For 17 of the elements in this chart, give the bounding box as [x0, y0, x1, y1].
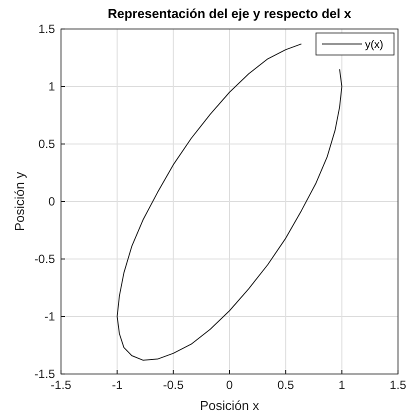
x-tick-label: 0.5: [277, 378, 294, 392]
x-tick-label: 1: [338, 378, 346, 392]
y-tick-label: 1.5: [38, 22, 56, 36]
x-tick-label: -1: [112, 378, 123, 392]
y-tick-label: 0.5: [38, 137, 56, 151]
y-tick-label: -1: [44, 310, 56, 324]
x-tick-label: 1.5: [390, 378, 407, 392]
y-tick-label: -1.5: [34, 367, 56, 381]
y-axis-title: Posición y: [12, 171, 27, 232]
x-tick-label: -0.5: [162, 378, 184, 392]
x-axis-title: Posición x: [200, 398, 260, 413]
y-tick-label: -0.5: [34, 252, 56, 266]
legend-label: y(x): [365, 39, 384, 51]
x-tick-label: 0: [226, 378, 234, 392]
chart-title: Representación del eje y respecto del x: [108, 6, 352, 21]
y-tick-label: 1: [48, 80, 56, 94]
y-tick-label: 0: [48, 194, 56, 208]
